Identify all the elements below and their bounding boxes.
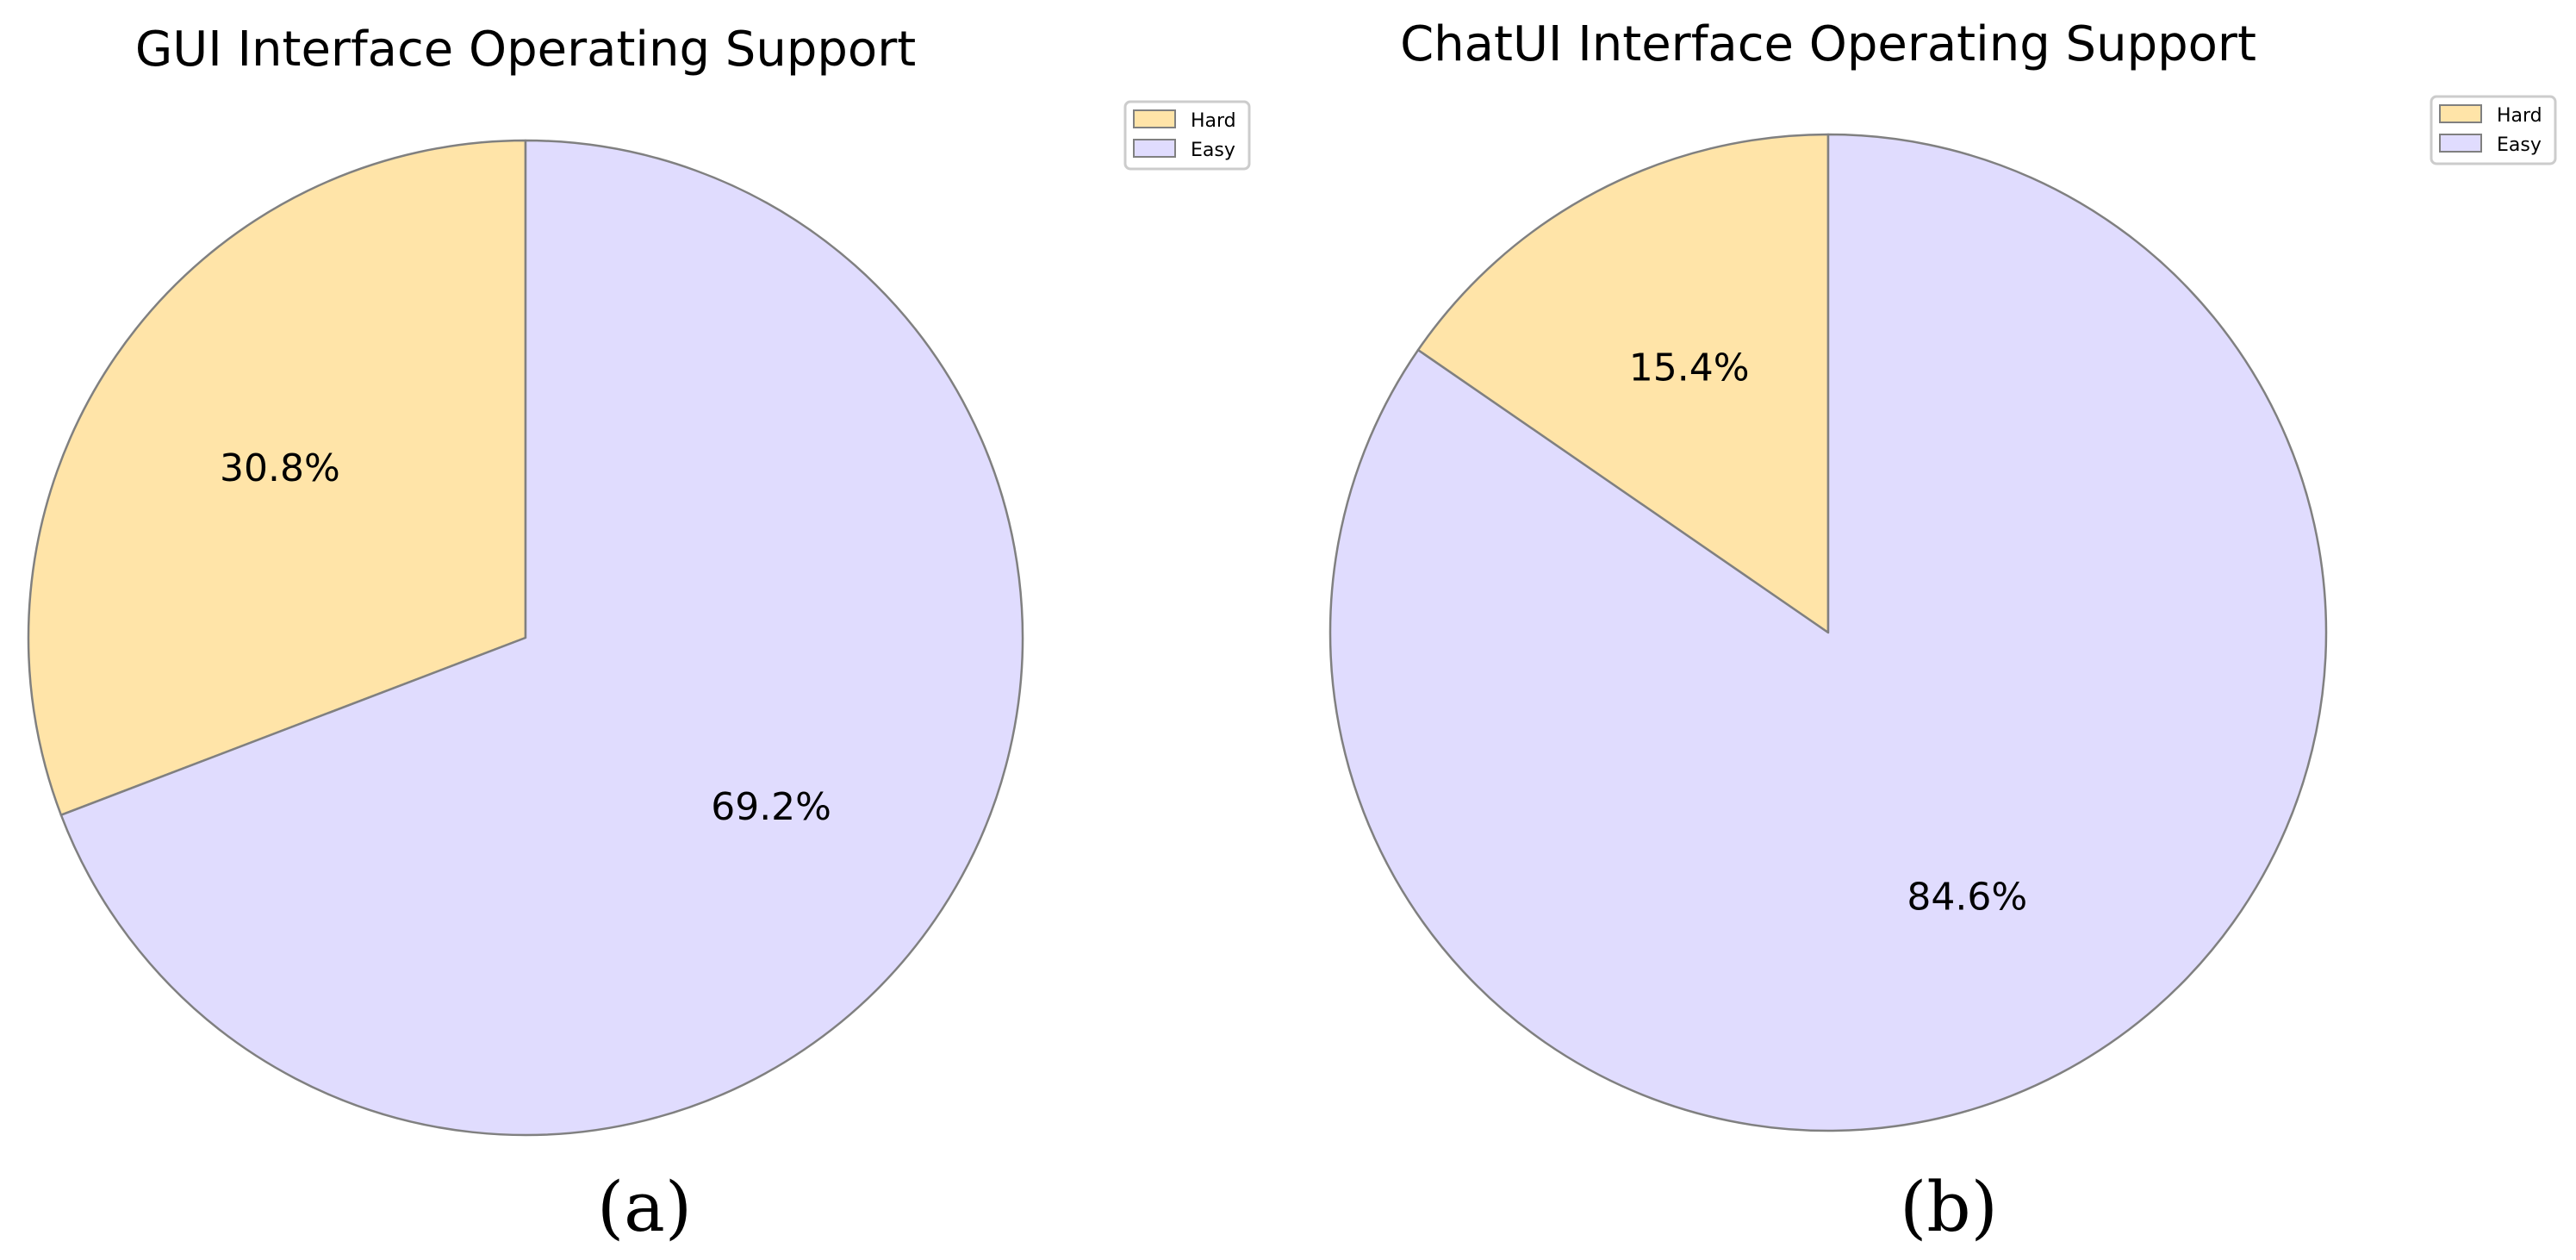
legend-swatch-hard-a: [1133, 109, 1176, 128]
chart-title-b: ChatUI Interface Operating Support: [1400, 16, 2256, 72]
legend-a: Hard Easy: [1123, 100, 1251, 171]
caption-a: (a): [597, 1167, 692, 1247]
pie-value-label-easy-a: 69.2%: [711, 785, 831, 829]
legend-swatch-easy-a: [1133, 139, 1176, 158]
pie-slice-easy-a: [59, 139, 1024, 1137]
pie-slice-hard-b: [1416, 133, 1830, 634]
pie-slice-easy-b: [1328, 133, 2328, 1132]
chart-panel-b: ChatUI Interface Operating Support 15.4%…: [1328, 16, 2557, 1247]
pie-value-label-hard-b: 15.4%: [1629, 346, 1750, 390]
chart-title-a: GUI Interface Operating Support: [135, 22, 916, 78]
legend-label-hard-a: Hard: [1191, 110, 1236, 132]
caption-b: (b): [1900, 1167, 1998, 1247]
legend-label-easy-b: Easy: [2497, 134, 2542, 156]
pie-b: 15.4% 84.6%: [1328, 133, 2328, 1132]
pie-value-label-hard-a: 30.8%: [220, 446, 340, 490]
pie-value-label-easy-b: 84.6%: [1907, 875, 2027, 919]
legend-b: Hard Easy: [2430, 95, 2557, 165]
chart-panel-a: GUI Interface Operating Support 30.8% 69.…: [27, 22, 1251, 1247]
legend-label-easy-a: Easy: [1191, 140, 1235, 161]
legend-swatch-hard-b: [2439, 104, 2482, 123]
legend-swatch-easy-b: [2439, 134, 2482, 153]
pie-slice-hard-a: [27, 139, 527, 816]
pie-a: 30.8% 69.2%: [27, 139, 1024, 1137]
legend-label-hard-b: Hard: [2497, 105, 2542, 127]
